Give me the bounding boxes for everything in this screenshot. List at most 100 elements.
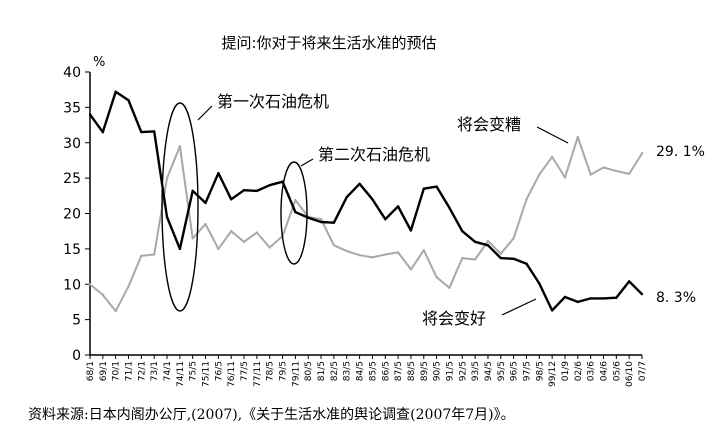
data-point — [615, 169, 618, 173]
data-point — [204, 222, 207, 226]
data-point — [602, 297, 605, 300]
data-point — [538, 173, 541, 176]
data-point — [422, 187, 425, 190]
x-tick-label: 79/5 — [279, 361, 289, 381]
data-point — [114, 90, 117, 94]
axes — [89, 72, 642, 356]
data-point — [140, 254, 143, 258]
data-point — [191, 189, 194, 193]
data-point — [127, 99, 130, 102]
data-point — [589, 297, 592, 300]
data-point — [127, 285, 130, 288]
x-tick-label: 80/5 — [304, 361, 314, 381]
data-point — [101, 130, 105, 134]
x-tick-label: 78/5 — [266, 361, 276, 381]
x-tick-label: 70/1 — [112, 361, 122, 381]
data-point — [332, 221, 336, 224]
data-point — [255, 189, 259, 193]
data-point — [345, 196, 348, 199]
x-tick-label: 82/5 — [330, 361, 340, 381]
data-point — [640, 152, 644, 155]
data-point — [217, 247, 220, 251]
data-point — [461, 256, 464, 260]
x-tick-label: 72/1 — [137, 361, 147, 381]
worse-leader — [536, 126, 569, 144]
data-point — [396, 251, 400, 254]
data-point — [640, 292, 644, 296]
x-tick-label: 95/5 — [497, 361, 507, 381]
data-point — [538, 282, 541, 285]
data-point — [268, 246, 271, 249]
data-point — [512, 257, 515, 260]
data-point — [358, 182, 361, 185]
x-tick-label: 75/11 — [202, 361, 212, 387]
series-end-label: 8. 3% — [656, 290, 696, 306]
data-point — [473, 240, 477, 243]
x-tick-label: 90/5 — [433, 361, 443, 381]
x-tick-label: 99/12 — [548, 361, 558, 387]
data-point — [435, 275, 438, 279]
x-tick-label: 69/1 — [99, 361, 109, 381]
data-point — [627, 280, 631, 283]
x-axis-ticks: 68/1 69/1 70/1 71/1 72/1 73/1 74/1 74/11 75/5 75/… — [86, 355, 648, 387]
annotation-label: 第二次石油危机 — [318, 145, 430, 164]
data-point — [384, 217, 387, 221]
data-point — [422, 249, 425, 252]
data-point — [242, 240, 246, 243]
x-tick-label: 98/5 — [535, 361, 545, 381]
data-point — [525, 262, 528, 265]
data-point — [217, 171, 220, 175]
data-point — [473, 258, 477, 261]
x-tick-label: 71/1 — [125, 361, 135, 381]
data-point — [589, 173, 592, 176]
annotation-label: 将会变好 — [422, 309, 486, 328]
y-tick-label: 40 — [63, 65, 81, 81]
data-point — [615, 296, 618, 299]
data-point — [294, 210, 297, 214]
x-tick-label: 73/1 — [150, 361, 160, 381]
data-point — [332, 244, 336, 247]
y-axis-unit: % — [93, 55, 105, 70]
first-oil-crisis-leader — [197, 105, 213, 121]
x-tick-label: 04/6 — [599, 361, 609, 381]
x-tick-label: 74/1 — [163, 361, 173, 381]
x-tick-label: 92/5 — [458, 361, 468, 381]
y-tick-label: 10 — [63, 277, 81, 293]
y-tick-label: 15 — [63, 242, 81, 258]
data-point — [191, 237, 194, 240]
data-point — [512, 237, 515, 240]
data-point — [371, 256, 374, 259]
x-tick-label: 83/5 — [343, 361, 353, 381]
data-point — [140, 130, 143, 134]
x-tick-label: 02/6 — [574, 361, 584, 381]
data-point — [486, 239, 490, 243]
data-point — [88, 283, 92, 286]
annotation-label: 将会变糟 — [457, 115, 521, 134]
data-point — [409, 268, 413, 271]
y-axis-ticks: 0 5 10 15 20 25 30 35 40 — [63, 65, 90, 364]
x-tick-label: 05/6 — [612, 361, 622, 381]
y-tick-label: 20 — [63, 207, 81, 223]
data-point — [499, 256, 502, 260]
x-tick-label: 85/5 — [368, 361, 378, 381]
data-point — [165, 176, 169, 180]
x-tick-label: 89/5 — [420, 361, 430, 381]
x-tick-label: 01/9 — [561, 361, 571, 381]
series-line-better — [89, 90, 643, 312]
y-tick-label: 30 — [63, 136, 81, 152]
data-point — [448, 286, 451, 289]
x-tick-label: 94/5 — [484, 361, 494, 381]
x-tick-label: 68/1 — [86, 361, 96, 381]
y-tick-label: 0 — [72, 348, 81, 364]
first-oil-crisis-ellipse — [161, 102, 199, 312]
data-point — [525, 198, 528, 201]
source-note: 资料来源:日本内阁办公厅,(2007),《关于生活水准的舆论调查(2007年7月… — [28, 407, 515, 423]
data-point — [602, 166, 605, 169]
data-point — [319, 217, 323, 221]
data-point — [563, 295, 567, 299]
data-point — [358, 254, 361, 257]
data-point — [409, 229, 413, 232]
data-point — [486, 244, 490, 247]
second-oil-crisis-ellipse — [280, 161, 308, 265]
